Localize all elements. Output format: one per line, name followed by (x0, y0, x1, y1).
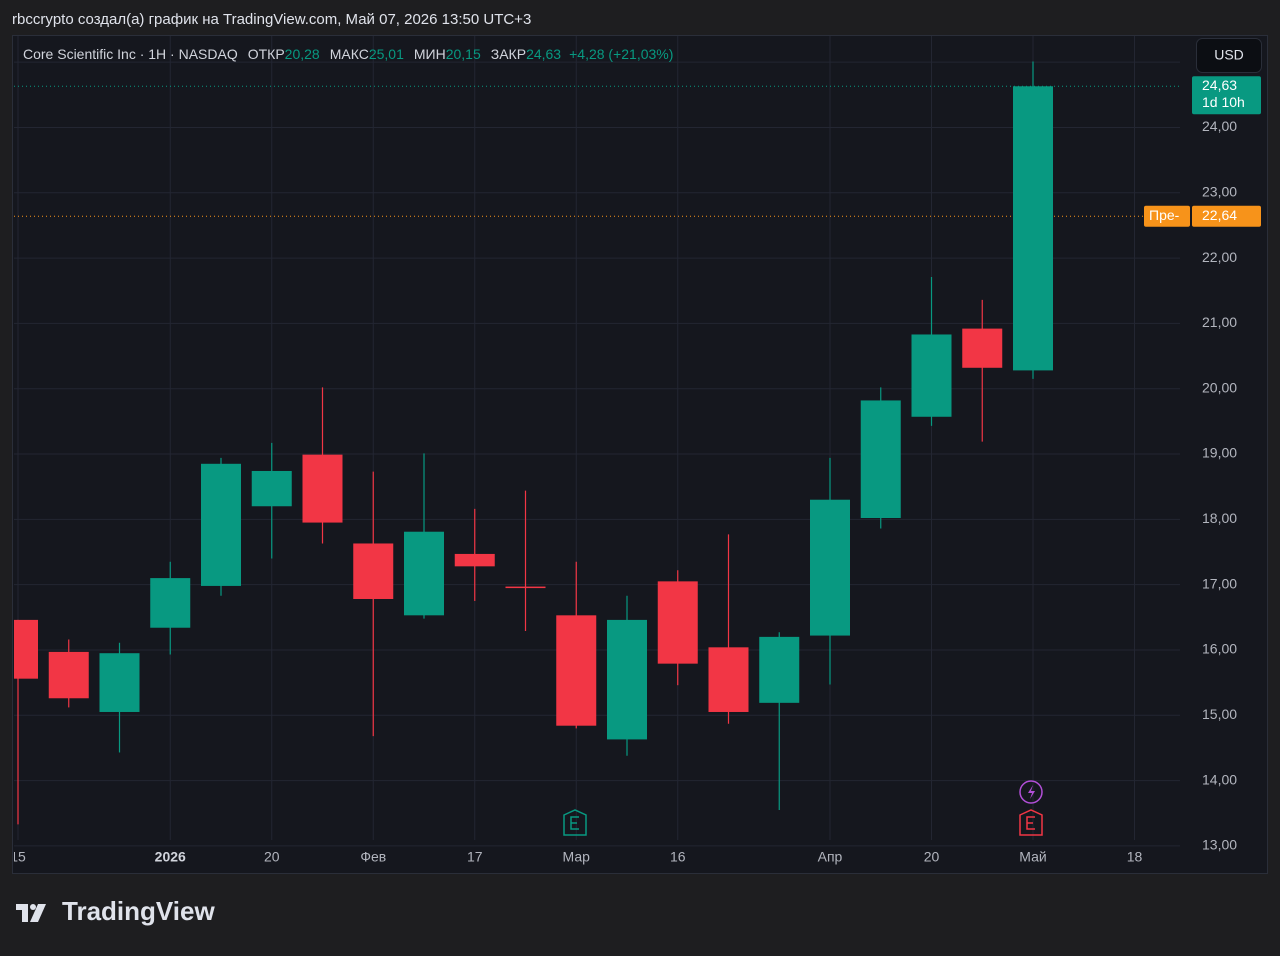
candle-body (810, 499, 850, 636)
candle-body (657, 581, 698, 664)
currency-button[interactable] (1196, 38, 1262, 73)
x-tick-label: Май (1019, 849, 1046, 865)
branding: TradingView (62, 896, 215, 926)
y-tick-label: 16,00 (1202, 641, 1237, 657)
y-tick-label: 22,00 (1202, 249, 1237, 265)
candle-body (759, 636, 800, 703)
candle-body (1013, 86, 1053, 371)
x-tick-label: Апр (818, 849, 843, 865)
x-tick-label: 2026 (155, 849, 186, 865)
x-tick-label: 20 (264, 849, 280, 865)
candle-body (556, 615, 597, 726)
candle-body (860, 400, 901, 519)
candle-body (99, 653, 140, 712)
price-tag-label: 24,63 (1202, 77, 1237, 93)
candle-body (302, 454, 343, 523)
y-tick-label: 13,00 (1202, 837, 1237, 853)
y-tick-label: 19,00 (1202, 445, 1237, 461)
candle-body (708, 647, 749, 712)
x-tick-label: 18 (1127, 849, 1143, 865)
legend-title: Core Scientific Inc · 1H · NASDAQ (23, 46, 238, 62)
legend-change: +4,28 (+21,03%) (569, 46, 673, 62)
y-tick-label: 18,00 (1202, 510, 1237, 526)
legend-value: 20,15 (446, 46, 481, 62)
legend-name: ЗАКР (491, 46, 526, 62)
candle-body (911, 334, 952, 417)
x-tick-label: 20 (924, 849, 940, 865)
candle-body (14, 619, 38, 679)
price-tag-note: 1d 10h (1202, 94, 1245, 110)
currency[interactable]: USD (1214, 47, 1244, 63)
candle-body (607, 619, 647, 740)
candle-body (150, 578, 191, 628)
price-tag (1144, 205, 1190, 227)
candle-body (454, 553, 495, 567)
legend: Core Scientific Inc · 1H · NASDAQ ОТКР20,… (23, 46, 673, 62)
y-tick-label: 15,00 (1202, 706, 1237, 722)
y-tick-label: 14,00 (1202, 771, 1237, 787)
y-tick-label: 21,00 (1202, 314, 1237, 330)
legend-value: 25,01 (369, 46, 404, 62)
y-tick-label: 24,00 (1202, 118, 1237, 134)
candle-body (251, 470, 292, 507)
event-icons (563, 780, 1043, 836)
legend-name: ОТКР (248, 46, 285, 62)
logo (16, 904, 46, 922)
price-tag-label: 22,64 (1202, 207, 1237, 223)
legend-name: МИН (414, 46, 446, 62)
x-tick-label: 17 (467, 849, 483, 865)
x-tick-label: Мар (563, 849, 591, 865)
x-tick-label: 16 (670, 849, 686, 865)
y-tick-label: 23,00 (1202, 183, 1237, 199)
x-tick-label: Фев (360, 849, 386, 865)
legend-value: 24,63 (526, 46, 561, 62)
candle-body (353, 543, 394, 599)
x-tick-label: 15 (10, 849, 26, 865)
y-tick-label: 17,00 (1202, 575, 1237, 591)
candle-body (201, 463, 241, 586)
candle-body (48, 651, 89, 699)
candle-body (962, 328, 1003, 368)
legend-name: МАКС (330, 46, 369, 62)
header: rbccrypto создал(а) график на TradingVie… (12, 11, 531, 28)
candle-body (404, 531, 444, 616)
legend-value: 20,28 (285, 46, 320, 62)
price-tag-name: Пре- (1149, 207, 1180, 223)
price-tag (1192, 205, 1261, 227)
candle-body (505, 586, 546, 589)
price-tag (1192, 76, 1261, 115)
y-tick-label: 20,00 (1202, 379, 1237, 395)
